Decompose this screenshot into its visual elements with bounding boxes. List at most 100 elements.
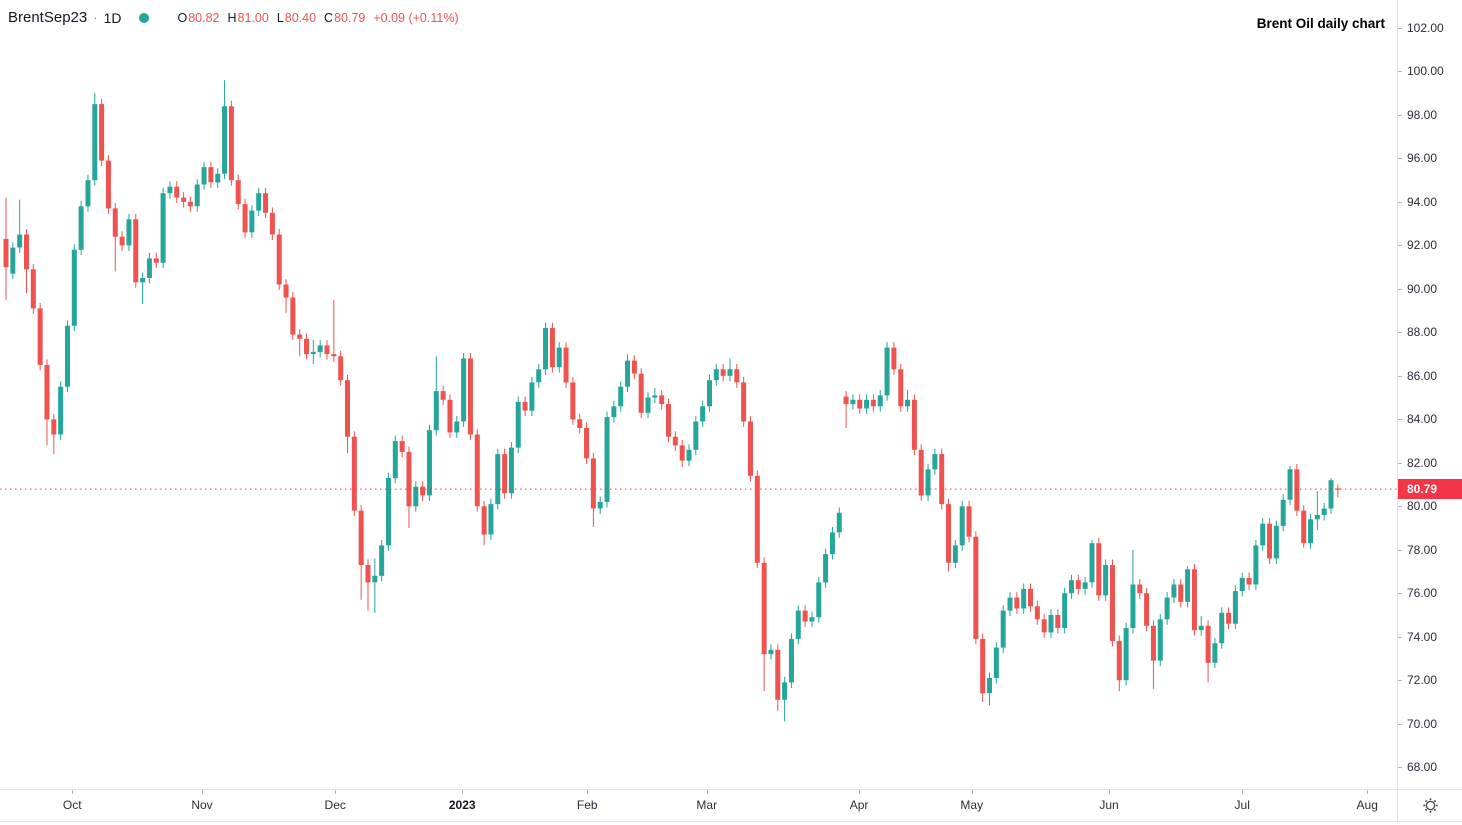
price-axis-label: 88.00 xyxy=(1407,325,1438,340)
candle xyxy=(297,329,303,357)
price-axis-label: 100.00 xyxy=(1407,64,1444,79)
candle xyxy=(782,676,788,722)
candle xyxy=(1226,607,1232,630)
price-axis-tick xyxy=(1398,636,1402,638)
candle xyxy=(317,340,323,358)
time-axis-label: Jul xyxy=(1234,798,1250,812)
candle xyxy=(829,526,835,560)
candle xyxy=(269,207,275,240)
candle xyxy=(379,540,385,582)
candle xyxy=(529,376,535,416)
time-axis-label: Mar xyxy=(696,798,718,812)
candle xyxy=(959,500,965,551)
candle xyxy=(1157,613,1163,667)
candle xyxy=(208,161,214,188)
price-axis-tick xyxy=(1398,462,1402,464)
candle xyxy=(64,320,70,393)
candle xyxy=(235,174,241,210)
time-axis[interactable]: Oct Nov Dec 2023 Feb Mar Apr May Jun Jul Aug xyxy=(0,789,1462,822)
candle xyxy=(345,374,350,454)
candle xyxy=(420,481,426,501)
candle xyxy=(201,161,207,190)
time-axis-tick xyxy=(335,790,337,794)
time-axis-label: Feb xyxy=(576,798,598,812)
time-axis-label: Oct xyxy=(62,798,82,812)
candle xyxy=(1246,572,1252,590)
candle xyxy=(672,431,678,451)
time-axis-tick xyxy=(587,790,589,794)
candle xyxy=(1055,609,1061,634)
chart-legend: BrentSep23 · 1D O 80.82 H 81.00 L 80.40 … xyxy=(8,9,459,26)
candle xyxy=(536,363,542,388)
price-axis-label: 82.00 xyxy=(1407,455,1438,470)
candle xyxy=(1212,637,1218,669)
candle xyxy=(980,633,986,702)
time-axis-tick xyxy=(72,790,74,794)
candle xyxy=(747,416,753,482)
price-axis-tick xyxy=(1398,71,1402,73)
candle xyxy=(987,672,993,706)
price-axis-label: 70.00 xyxy=(1407,716,1438,731)
candle xyxy=(802,605,808,627)
price-axis-label: 74.00 xyxy=(1407,629,1438,644)
candle xyxy=(1253,540,1259,590)
candle xyxy=(365,559,371,611)
candle xyxy=(112,203,118,272)
price-axis[interactable]: 102.00 100.00 98.00 96.00 94.00 92.00 90.00 88.… xyxy=(1397,0,1462,820)
candle xyxy=(1198,616,1204,636)
candle xyxy=(864,394,870,414)
price-axis-tick xyxy=(1398,288,1402,290)
time-axis-label: Aug xyxy=(1356,798,1378,812)
candle xyxy=(816,576,822,623)
price-axis-tick xyxy=(1398,201,1402,203)
candle xyxy=(734,363,740,388)
candle xyxy=(495,448,501,510)
candle xyxy=(1048,609,1054,638)
symbol-name[interactable]: BrentSep23 xyxy=(8,9,88,26)
gear-icon xyxy=(1423,798,1438,813)
price-axis-tick xyxy=(1398,506,1402,508)
price-axis-label: 94.00 xyxy=(1407,194,1438,209)
price-axis-label: 102.00 xyxy=(1407,21,1444,35)
candlestick-chart[interactable] xyxy=(0,0,1397,789)
candle xyxy=(426,424,432,501)
candle xyxy=(1028,583,1033,612)
candle xyxy=(590,453,596,527)
candle xyxy=(474,429,480,512)
candle xyxy=(1171,579,1177,603)
candle xyxy=(679,440,685,468)
candle xyxy=(1308,513,1314,549)
candle xyxy=(775,644,781,711)
candle xyxy=(932,448,938,475)
separator: · xyxy=(93,10,98,25)
time-axis-tick xyxy=(462,790,464,794)
candle xyxy=(1178,579,1184,608)
axis-settings-button[interactable] xyxy=(1397,790,1462,821)
candle xyxy=(1116,635,1122,691)
candle xyxy=(952,540,958,569)
interval-label[interactable]: 1D xyxy=(103,9,122,26)
candle xyxy=(1000,605,1006,653)
candle xyxy=(1123,622,1129,686)
candle xyxy=(898,363,904,412)
candle xyxy=(1301,505,1307,548)
chart-title-annotation: Brent Oil daily chart xyxy=(1256,16,1385,31)
candle xyxy=(1007,592,1013,617)
candle xyxy=(693,416,699,456)
time-axis-tick xyxy=(971,790,973,794)
time-axis-tick xyxy=(1242,790,1244,794)
candle xyxy=(823,548,829,588)
candle xyxy=(631,355,637,380)
candle xyxy=(570,376,576,425)
candle xyxy=(597,496,603,514)
candle xyxy=(310,340,316,364)
candle xyxy=(1109,559,1115,647)
candle xyxy=(30,263,36,314)
candle xyxy=(1150,620,1156,689)
candle xyxy=(727,358,733,382)
candle xyxy=(905,390,911,412)
price-axis-label: 92.00 xyxy=(1407,238,1438,253)
price-axis-tick xyxy=(1398,375,1402,377)
candle xyxy=(399,435,405,458)
